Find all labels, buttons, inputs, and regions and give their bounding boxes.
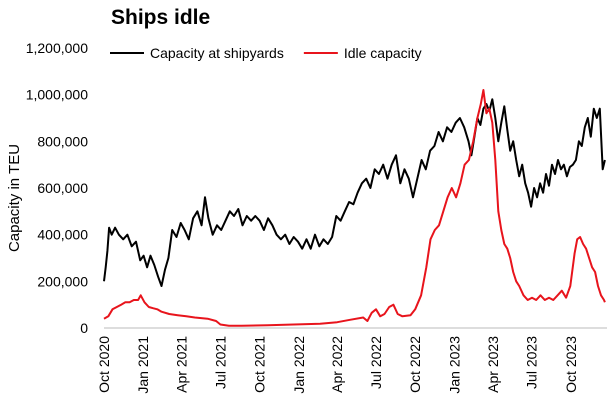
y-tick-label: 600,000 xyxy=(37,180,88,196)
series-line-idle-capacity xyxy=(103,89,606,327)
y-axis-label: Capacity in TEU xyxy=(6,144,23,252)
x-tick-label: Oct 2020 xyxy=(96,336,112,393)
y-tick-label: 1,200,000 xyxy=(26,40,88,56)
legend-label: Capacity at shipyards xyxy=(150,45,284,61)
x-tick-label: Apr 2022 xyxy=(329,336,345,393)
x-tick-label: Oct 2021 xyxy=(252,336,268,393)
x-tick-label: Jul 2022 xyxy=(368,336,384,389)
x-tick-label: Apr 2021 xyxy=(174,336,190,393)
legend-label: Idle capacity xyxy=(344,45,422,61)
x-tick-label: Jan 2021 xyxy=(135,336,151,394)
y-tick-label: 800,000 xyxy=(37,133,88,149)
y-tick-label: 400,000 xyxy=(37,227,88,243)
x-tick-label: Oct 2022 xyxy=(407,336,423,393)
x-tick-label: Apr 2023 xyxy=(485,336,501,393)
series-line-capacity-at-shipyards xyxy=(103,98,606,287)
x-tick-label: Jan 2022 xyxy=(291,336,307,394)
chart-title: Ships idle xyxy=(111,6,211,29)
x-tick-label: Jan 2023 xyxy=(446,336,462,394)
x-tick-label: Jul 2021 xyxy=(212,336,228,389)
y-tick-label: 0 xyxy=(80,320,88,336)
x-tick-label: Jul 2023 xyxy=(524,336,540,389)
x-tick-label: Oct 2023 xyxy=(563,336,579,393)
y-tick-label: 1,000,000 xyxy=(26,87,88,103)
y-tick-label: 200,000 xyxy=(37,273,88,289)
